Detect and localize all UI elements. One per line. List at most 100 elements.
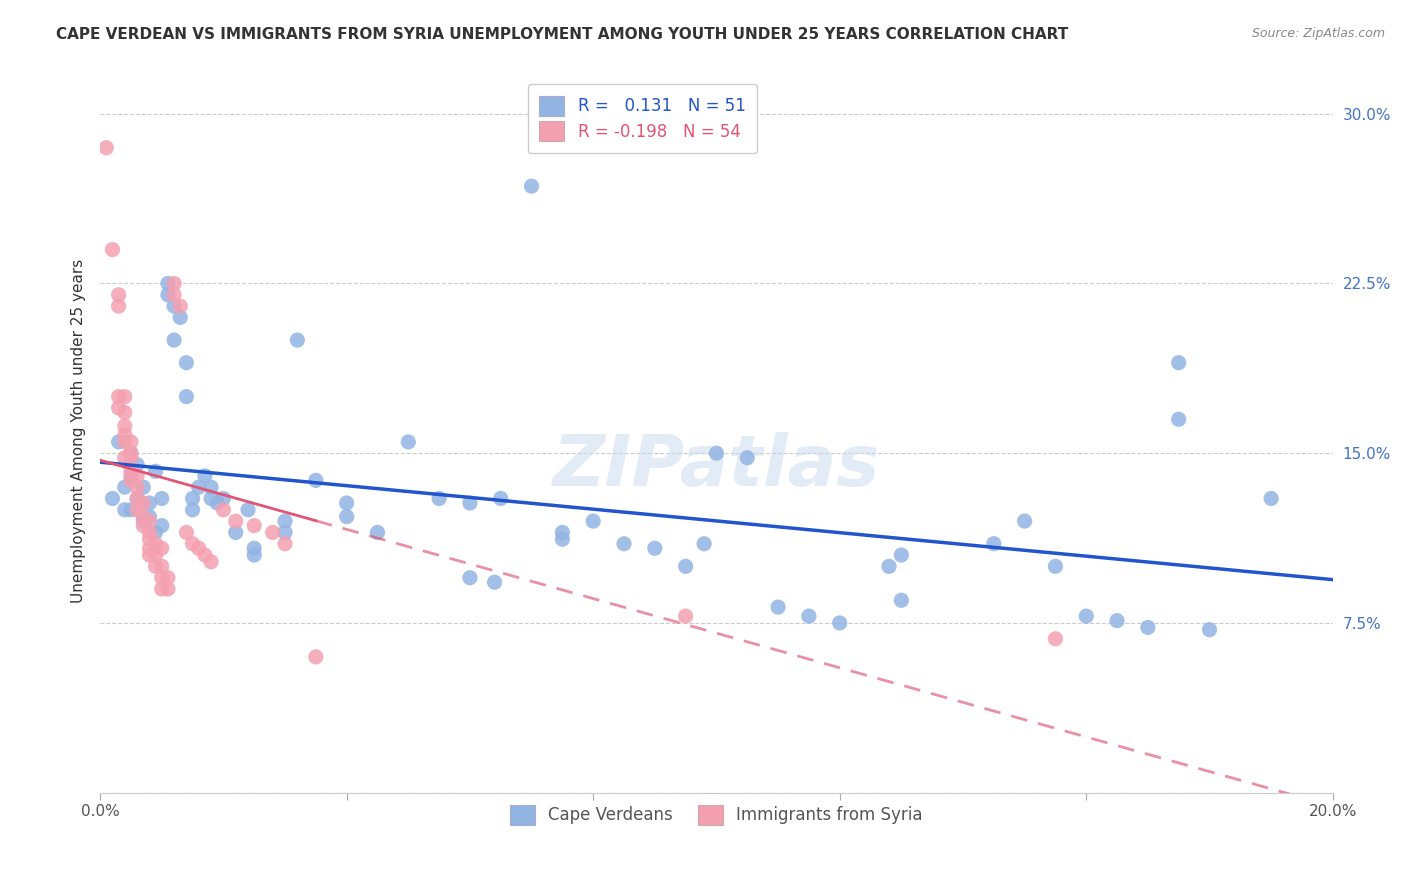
Point: [132, 518, 155, 533]
Point: [262, 525, 284, 540]
Point: [427, 491, 450, 506]
Point: [877, 559, 900, 574]
Point: [766, 600, 789, 615]
Point: [138, 525, 160, 540]
Point: [187, 480, 209, 494]
Point: [194, 468, 217, 483]
Point: [1260, 491, 1282, 506]
Point: [458, 571, 481, 585]
Point: [96, 141, 118, 155]
Point: [114, 434, 136, 449]
Point: [1105, 614, 1128, 628]
Point: [551, 525, 574, 540]
Point: [107, 299, 129, 313]
Point: [163, 277, 186, 291]
Point: [1167, 412, 1189, 426]
Point: [127, 503, 149, 517]
Point: [169, 299, 191, 313]
Point: [236, 503, 259, 517]
Point: [120, 434, 142, 449]
Point: [127, 480, 149, 494]
Point: [520, 179, 543, 194]
Point: [101, 491, 124, 506]
Point: [243, 548, 266, 562]
Point: [181, 503, 204, 517]
Point: [212, 491, 235, 506]
Point: [101, 243, 124, 257]
Point: [114, 405, 136, 419]
Legend: Cape Verdeans, Immigrants from Syria: Cape Verdeans, Immigrants from Syria: [501, 795, 934, 835]
Point: [145, 525, 167, 540]
Point: [107, 401, 129, 415]
Point: [735, 450, 758, 465]
Point: [243, 518, 266, 533]
Point: [396, 434, 419, 449]
Point: [274, 514, 297, 528]
Point: [127, 491, 149, 506]
Point: [156, 582, 179, 596]
Point: [132, 480, 155, 494]
Point: [484, 575, 506, 590]
Point: [200, 555, 222, 569]
Point: [176, 356, 198, 370]
Point: [150, 582, 173, 596]
Point: [120, 503, 142, 517]
Point: [551, 532, 574, 546]
Point: [187, 541, 209, 556]
Text: ZIPatlas: ZIPatlas: [553, 433, 880, 501]
Point: [120, 446, 142, 460]
Point: [114, 480, 136, 494]
Point: [890, 548, 912, 562]
Point: [176, 525, 198, 540]
Point: [138, 541, 160, 556]
Y-axis label: Unemployment Among Youth under 25 years: Unemployment Among Youth under 25 years: [72, 259, 86, 603]
Point: [127, 458, 149, 472]
Point: [107, 288, 129, 302]
Point: [163, 288, 186, 302]
Point: [107, 390, 129, 404]
Point: [1045, 632, 1067, 646]
Point: [145, 559, 167, 574]
Point: [138, 514, 160, 528]
Point: [489, 491, 512, 506]
Point: [243, 541, 266, 556]
Point: [274, 525, 297, 540]
Point: [890, 593, 912, 607]
Point: [156, 277, 179, 291]
Point: [366, 525, 388, 540]
Point: [1136, 620, 1159, 634]
Point: [983, 537, 1005, 551]
Point: [176, 390, 198, 404]
Point: [132, 514, 155, 528]
Point: [114, 390, 136, 404]
Point: [150, 571, 173, 585]
Point: [706, 446, 728, 460]
Point: [169, 310, 191, 325]
Point: [305, 474, 328, 488]
Point: [145, 548, 167, 562]
Text: CAPE VERDEAN VS IMMIGRANTS FROM SYRIA UNEMPLOYMENT AMONG YOUTH UNDER 25 YEARS CO: CAPE VERDEAN VS IMMIGRANTS FROM SYRIA UN…: [56, 27, 1069, 42]
Text: Source: ZipAtlas.com: Source: ZipAtlas.com: [1251, 27, 1385, 40]
Point: [675, 609, 697, 624]
Point: [114, 450, 136, 465]
Point: [1045, 559, 1067, 574]
Point: [828, 615, 851, 630]
Point: [582, 514, 605, 528]
Point: [120, 464, 142, 478]
Point: [138, 509, 160, 524]
Point: [138, 532, 160, 546]
Point: [181, 491, 204, 506]
Point: [1014, 514, 1036, 528]
Point: [200, 480, 222, 494]
Point: [200, 491, 222, 506]
Point: [212, 503, 235, 517]
Point: [132, 509, 155, 524]
Point: [1167, 356, 1189, 370]
Point: [163, 333, 186, 347]
Point: [458, 496, 481, 510]
Point: [675, 559, 697, 574]
Point: [150, 518, 173, 533]
Point: [181, 537, 204, 551]
Point: [107, 434, 129, 449]
Point: [797, 609, 820, 624]
